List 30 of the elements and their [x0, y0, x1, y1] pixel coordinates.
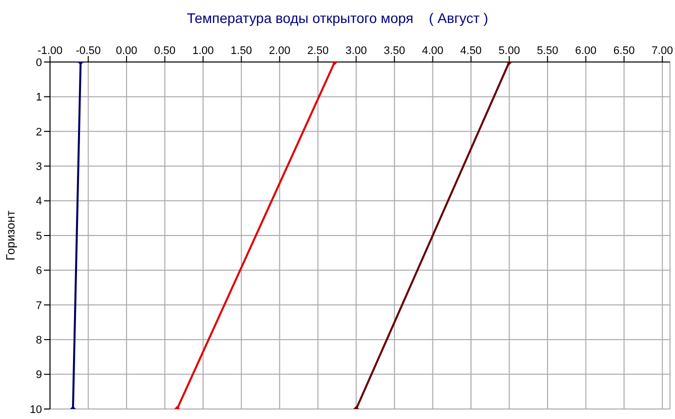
x-tick-label: 5.00: [498, 45, 520, 57]
x-tick-label: -0.50: [76, 45, 101, 57]
x-tick-label: 6.00: [575, 45, 597, 57]
y-tick-label: 6: [36, 265, 42, 278]
y-tick-label: 3: [36, 161, 42, 174]
x-tick-label: 1.50: [230, 45, 252, 57]
x-tick-label: 3.00: [345, 45, 367, 57]
x-tick-label: 3.50: [384, 45, 406, 57]
chart-title: Температура воды открытого моря ( Август ): [186, 10, 490, 26]
y-tick-label: 8: [36, 334, 42, 347]
x-tick-label: 4.50: [460, 45, 482, 57]
x-tick-label: 6.50: [613, 45, 635, 57]
x-tick-label: 7.00: [652, 45, 674, 57]
y-tick-label: 1: [36, 92, 42, 104]
y-axis-title: Горизонт: [3, 210, 18, 260]
x-tick-label: 0.00: [116, 45, 138, 57]
x-tick-label: 4.00: [422, 45, 444, 57]
y-tick-label: 5: [36, 230, 42, 242]
x-tick-label: 0.50: [154, 45, 176, 57]
y-tick-label: 10: [30, 404, 42, 416]
y-tick-label: 0: [36, 56, 42, 69]
y-tick-label: 9: [36, 369, 42, 382]
y-tick-label: 4: [36, 196, 42, 208]
y-tick-label: 2: [36, 126, 42, 138]
x-tick-label: -1.00: [37, 45, 63, 57]
x-tick-label: 2.50: [307, 45, 329, 57]
x-tick-label: 5.50: [536, 45, 558, 57]
x-tick-label: 2.00: [268, 45, 290, 57]
x-tick-label: 1.00: [192, 45, 214, 57]
y-tick-label: 7: [36, 300, 42, 312]
